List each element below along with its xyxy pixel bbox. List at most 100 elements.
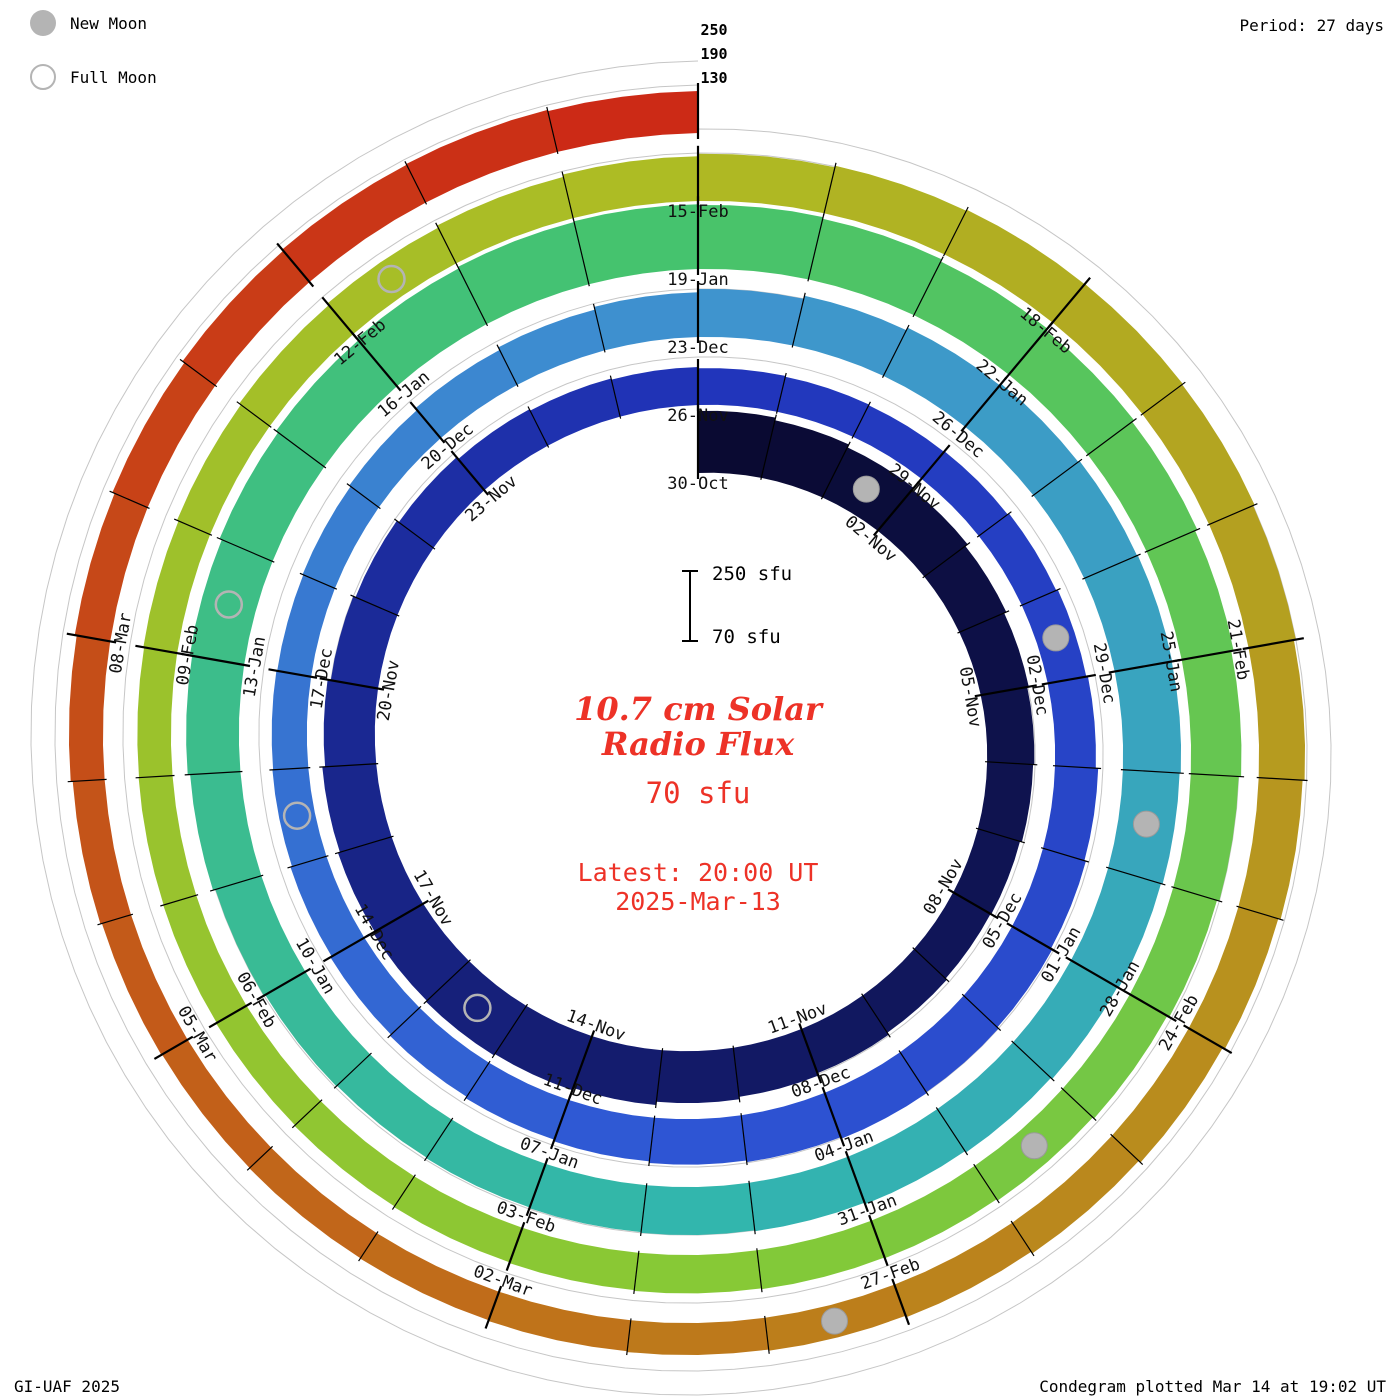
- day-tick: [109, 490, 150, 509]
- scale-min-label: 70 sfu: [712, 626, 781, 648]
- day-tick: [1144, 527, 1201, 553]
- day-tick: [269, 767, 311, 771]
- day-tick: [358, 1231, 379, 1262]
- flux-bar: [894, 1222, 1032, 1318]
- legend-row-new-moon: New Moon: [30, 8, 157, 38]
- day-tick: [861, 993, 891, 1038]
- flux-bar: [272, 767, 327, 867]
- radial-axis-label: 190: [700, 45, 727, 63]
- scale-ibeam-icon: [682, 570, 698, 642]
- flux-bar: [757, 1220, 885, 1290]
- flux-bar: [302, 486, 379, 589]
- day-tick: [1236, 905, 1284, 921]
- day-tick: [181, 652, 251, 668]
- day-tick: [1065, 956, 1127, 993]
- day-tick: [394, 518, 436, 550]
- day-tick: [851, 401, 871, 439]
- day-tick: [456, 264, 489, 327]
- day-tick: [256, 967, 312, 1001]
- flux-bar: [847, 1109, 966, 1205]
- flux-bar: [323, 679, 378, 767]
- day-tick: [868, 1214, 889, 1267]
- flux-bar: [177, 404, 270, 535]
- flux-bar: [1008, 330, 1135, 455]
- flux-bar: [824, 1052, 927, 1139]
- flux-bar: [509, 1227, 639, 1291]
- day-tick: [655, 1048, 664, 1109]
- day-tick: [1041, 673, 1096, 686]
- day-tick: [760, 414, 777, 480]
- day-tick: [1006, 922, 1060, 955]
- day-tick: [935, 1107, 969, 1156]
- flux-bar: [553, 1100, 655, 1162]
- day-tick: [1108, 658, 1181, 674]
- flux-bar: [963, 926, 1053, 1028]
- day-tick: [740, 1113, 748, 1166]
- flux-bar: [801, 995, 889, 1074]
- day-tick: [1052, 765, 1102, 770]
- flux-bar: [488, 1291, 631, 1352]
- day-tick: [1106, 866, 1166, 886]
- day-tick: [66, 632, 117, 644]
- day-tick: [549, 1094, 572, 1150]
- flux-bar: [611, 367, 698, 417]
- day-tick: [807, 214, 825, 282]
- credit-label: GI-UAF 2025: [14, 1377, 120, 1396]
- day-tick: [496, 344, 519, 387]
- flux-bar: [921, 451, 1008, 536]
- day-tick: [1206, 503, 1258, 526]
- day-tick: [975, 827, 1025, 844]
- day-tick: [333, 1052, 372, 1089]
- flux-bar: [937, 1042, 1051, 1153]
- full-moon-label: Full Moon: [70, 67, 157, 87]
- flux-bar: [824, 165, 967, 255]
- day-tick: [985, 761, 1038, 766]
- day-tick: [821, 1086, 846, 1147]
- day-tick: [974, 684, 1037, 698]
- flux-bar: [138, 775, 197, 905]
- day-tick: [1110, 1133, 1144, 1166]
- day-tick: [1188, 773, 1245, 778]
- flux-bar: [458, 409, 548, 491]
- flux-bar: [282, 164, 426, 282]
- day-tick: [942, 206, 969, 257]
- day-tick: [276, 242, 315, 288]
- day-tick: [409, 401, 446, 444]
- flux-bar: [698, 205, 824, 280]
- flux-bar: [337, 836, 424, 932]
- day-tick: [273, 428, 327, 469]
- day-tick: [1060, 1087, 1097, 1122]
- flux-bar: [698, 368, 786, 412]
- new-moon-marker: [852, 475, 880, 503]
- flux-bar: [465, 1062, 569, 1140]
- day-tick: [1140, 381, 1186, 416]
- flux-bar: [239, 305, 354, 427]
- flux-bar: [1052, 283, 1183, 415]
- day-tick: [184, 770, 243, 776]
- day-tick: [572, 218, 590, 287]
- flux-bar: [852, 405, 944, 479]
- flux-bar: [162, 1039, 272, 1168]
- flux-bar: [494, 1005, 592, 1091]
- day-tick: [1171, 886, 1223, 903]
- latest-info: Latest: 20:00 UT 2025-Mar-13: [398, 858, 998, 916]
- baseline-value: 70 sfu: [645, 776, 751, 810]
- flux-bar: [530, 378, 621, 446]
- moon-legend: New Moon Full Moon: [30, 8, 157, 116]
- day-tick: [922, 542, 971, 579]
- latest-date-label: 2025-Mar-13: [615, 887, 781, 916]
- day-tick: [484, 1285, 503, 1329]
- day-tick: [423, 959, 471, 1005]
- day-tick: [350, 331, 402, 392]
- flux-bar: [1181, 651, 1242, 777]
- flux-bar: [1071, 867, 1161, 988]
- flux-bar: [398, 457, 485, 548]
- radial-axis-label: 250: [700, 21, 727, 39]
- day-tick: [1242, 637, 1304, 651]
- flux-bar: [294, 1101, 415, 1207]
- day-tick: [891, 1278, 911, 1326]
- flux-bar: [529, 1163, 647, 1233]
- full-moon-marker: [377, 264, 406, 294]
- flux-bar: [808, 218, 942, 316]
